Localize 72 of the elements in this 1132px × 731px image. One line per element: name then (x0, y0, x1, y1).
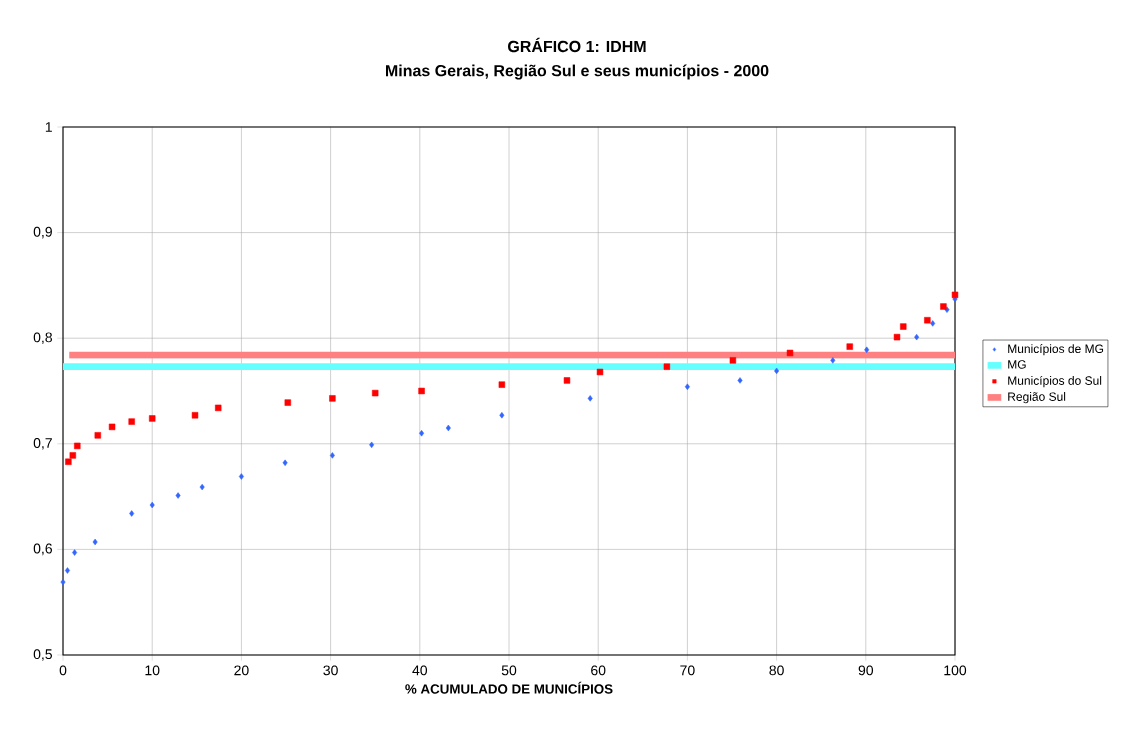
point (175, 492, 181, 499)
point (940, 303, 947, 310)
point (92, 538, 98, 546)
legend-label: Municípios de MG (1008, 344, 1104, 356)
point (846, 343, 853, 350)
point (596, 368, 604, 376)
point (418, 387, 425, 395)
x-tick-label: 60 (591, 665, 606, 676)
y-tick-label: 0,8 (33, 332, 52, 344)
point (499, 412, 505, 419)
point (930, 320, 936, 327)
legend-label: Municípios do Sul (1008, 375, 1102, 388)
chart-subtitle: Minas Gerais, Região Sul e seus municípios - 2000 (386, 64, 769, 80)
point (149, 501, 155, 509)
x-tick-label: 50 (501, 665, 517, 676)
x-tick-label: 30 (323, 665, 338, 676)
y-tick-label: 0,5 (33, 649, 53, 661)
point (498, 381, 506, 388)
point (663, 363, 671, 370)
point (587, 395, 593, 402)
point (893, 333, 901, 341)
point (864, 346, 870, 354)
point (69, 452, 77, 459)
point (329, 452, 335, 459)
x-axis-title: % ACUMULADO DE MUNICÍPIOS (405, 681, 613, 694)
point (282, 459, 288, 466)
point (684, 383, 690, 390)
point (563, 377, 571, 384)
x-tick-label: 80 (769, 665, 784, 676)
point (129, 510, 135, 517)
point (329, 395, 336, 402)
point (372, 389, 379, 397)
point (60, 578, 66, 586)
point (786, 349, 794, 357)
x-tick-label: 10 (145, 665, 160, 676)
point (238, 473, 244, 480)
point (94, 432, 101, 439)
chart-title: GRÁFICO 1: IDHM (508, 37, 646, 53)
point (924, 317, 931, 324)
x-tick-label: 0 (59, 665, 67, 676)
y-tick-label: 0,9 (33, 226, 52, 239)
point (72, 549, 78, 556)
point (215, 404, 222, 412)
point (737, 377, 743, 384)
point (419, 430, 425, 437)
point (108, 423, 116, 431)
point (951, 291, 959, 299)
legend-label: MG (1008, 360, 1026, 369)
point (369, 441, 375, 449)
point (729, 357, 737, 364)
x-tick-label: 100 (944, 665, 967, 676)
point (65, 458, 72, 465)
legend-label: Região Sul (1008, 392, 1066, 404)
x-tick-label: 40 (412, 665, 428, 676)
point (74, 442, 81, 450)
point (199, 483, 205, 491)
x-tick-label: 70 (680, 665, 695, 676)
point (774, 367, 780, 375)
x-tick-label: 20 (234, 665, 249, 676)
point (445, 424, 451, 432)
y-tick-label: 0,7 (33, 438, 52, 450)
y-tick-label: 1 (45, 122, 52, 132)
point (149, 415, 156, 422)
point (128, 418, 135, 425)
point (830, 357, 836, 364)
point (65, 567, 70, 574)
point (914, 333, 920, 341)
x-tick-label: 90 (858, 665, 874, 676)
point (900, 323, 907, 330)
point (191, 412, 199, 419)
point (284, 399, 291, 406)
y-tick-label: 0,6 (33, 543, 52, 556)
